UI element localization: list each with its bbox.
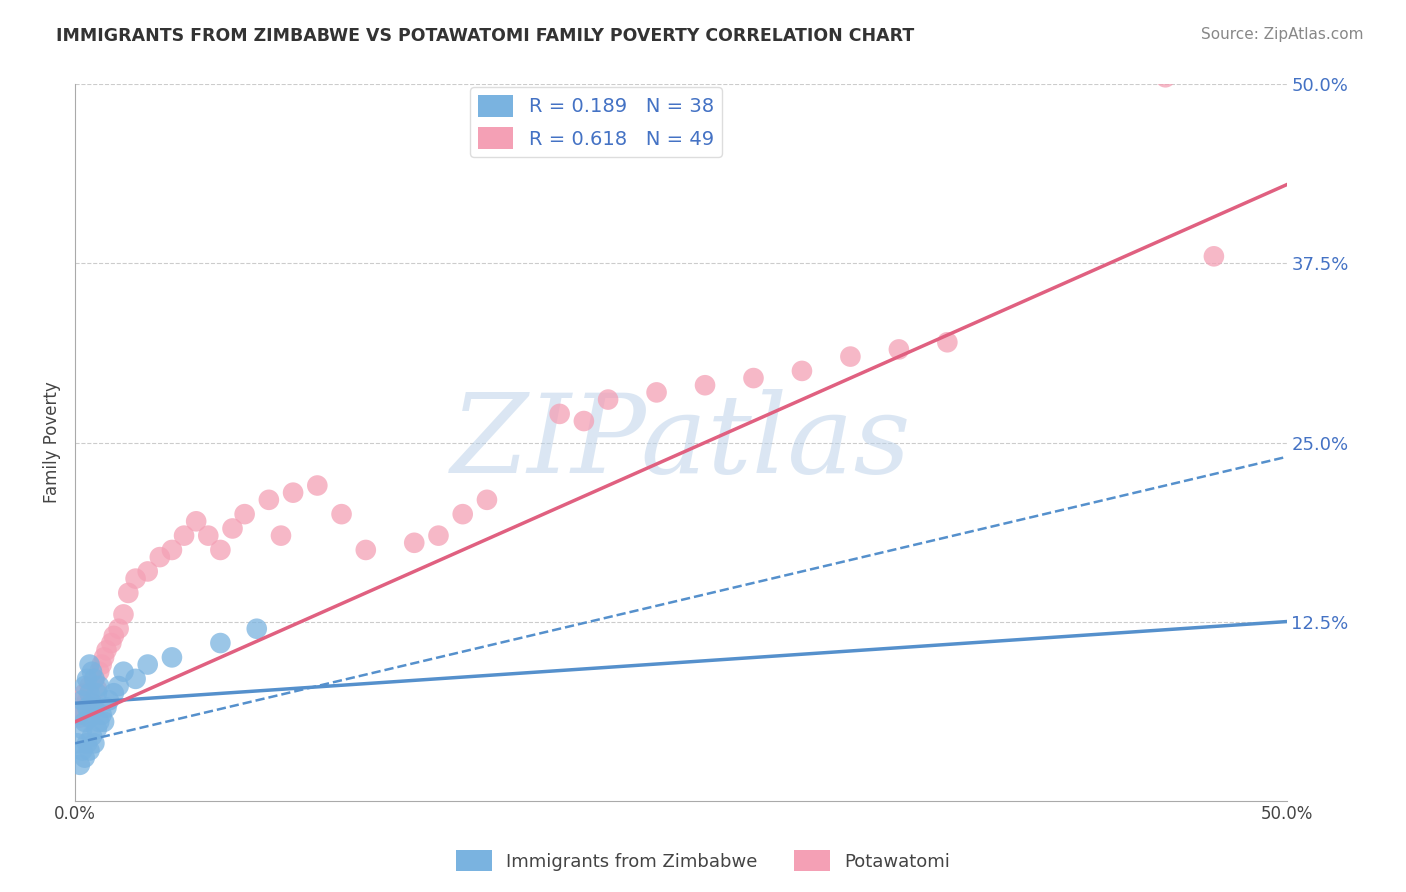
Point: [149, 550, 172, 565]
Point: [197, 528, 219, 542]
Text: IMMIGRANTS FROM ZIMBABWE VS POTAWATOMI FAMILY POVERTY CORRELATION CHART: IMMIGRANTS FROM ZIMBABWE VS POTAWATOMI F…: [56, 27, 914, 45]
Point: [124, 672, 146, 686]
Point: [136, 565, 159, 579]
Point: [73, 686, 96, 700]
Point: [124, 572, 146, 586]
Text: Source: ZipAtlas.com: Source: ZipAtlas.com: [1201, 27, 1364, 42]
Point: [354, 543, 377, 558]
Point: [136, 657, 159, 672]
Point: [73, 714, 96, 729]
Point: [76, 700, 98, 714]
Text: ZIPatlas: ZIPatlas: [450, 389, 911, 496]
Point: [96, 700, 118, 714]
Legend: R = 0.189   N = 38, R = 0.618   N = 49: R = 0.189 N = 38, R = 0.618 N = 49: [471, 87, 721, 157]
Point: [76, 736, 98, 750]
Point: [72, 693, 94, 707]
Point: [887, 343, 910, 357]
Point: [76, 693, 98, 707]
Point: [475, 492, 498, 507]
Point: [427, 528, 450, 542]
Point: [1154, 70, 1177, 85]
Point: [693, 378, 716, 392]
Point: [307, 478, 329, 492]
Point: [76, 672, 98, 686]
Point: [73, 679, 96, 693]
Point: [160, 650, 183, 665]
Point: [79, 679, 101, 693]
Point: [83, 672, 105, 686]
Point: [69, 707, 91, 722]
Point: [598, 392, 620, 407]
Point: [103, 629, 125, 643]
Point: [186, 514, 208, 528]
Point: [73, 750, 96, 764]
Point: [107, 679, 129, 693]
Point: [86, 681, 108, 696]
Point: [103, 686, 125, 700]
Point: [257, 492, 280, 507]
Point: [107, 622, 129, 636]
Point: [80, 696, 103, 710]
Point: [83, 672, 105, 686]
Point: [112, 607, 135, 622]
Point: [79, 710, 101, 724]
Point: [83, 736, 105, 750]
Point: [80, 696, 103, 710]
Point: [69, 757, 91, 772]
Point: [742, 371, 765, 385]
Point: [89, 665, 111, 679]
Point: [221, 521, 243, 535]
Point: [89, 679, 111, 693]
Point: [100, 636, 122, 650]
Point: [790, 364, 813, 378]
Point: [270, 528, 292, 542]
Point: [281, 485, 304, 500]
Y-axis label: Family Poverty: Family Poverty: [44, 382, 60, 503]
Point: [89, 714, 111, 729]
Point: [112, 665, 135, 679]
Point: [1202, 249, 1225, 263]
Point: [69, 710, 91, 724]
Point: [548, 407, 571, 421]
Point: [80, 665, 103, 679]
Point: [233, 507, 256, 521]
Point: [572, 414, 595, 428]
Point: [86, 722, 108, 736]
Point: [90, 707, 112, 722]
Point: [86, 686, 108, 700]
Point: [645, 385, 668, 400]
Point: [246, 622, 269, 636]
Point: [839, 350, 862, 364]
Point: [936, 335, 959, 350]
Point: [90, 657, 112, 672]
Point: [72, 743, 94, 757]
Point: [80, 729, 103, 743]
Point: [451, 507, 474, 521]
Point: [72, 700, 94, 714]
Legend: Immigrants from Zimbabwe, Potawatomi: Immigrants from Zimbabwe, Potawatomi: [449, 843, 957, 879]
Point: [209, 543, 232, 558]
Point: [79, 686, 101, 700]
Point: [160, 543, 183, 558]
Point: [93, 650, 115, 665]
Point: [97, 693, 120, 707]
Point: [330, 507, 353, 521]
Point: [117, 586, 139, 600]
Point: [66, 736, 89, 750]
Point: [79, 743, 101, 757]
Point: [173, 528, 195, 542]
Point: [72, 722, 94, 736]
Point: [209, 636, 232, 650]
Point: [96, 643, 118, 657]
Point: [93, 714, 115, 729]
Point: [79, 657, 101, 672]
Point: [404, 536, 426, 550]
Point: [83, 700, 105, 714]
